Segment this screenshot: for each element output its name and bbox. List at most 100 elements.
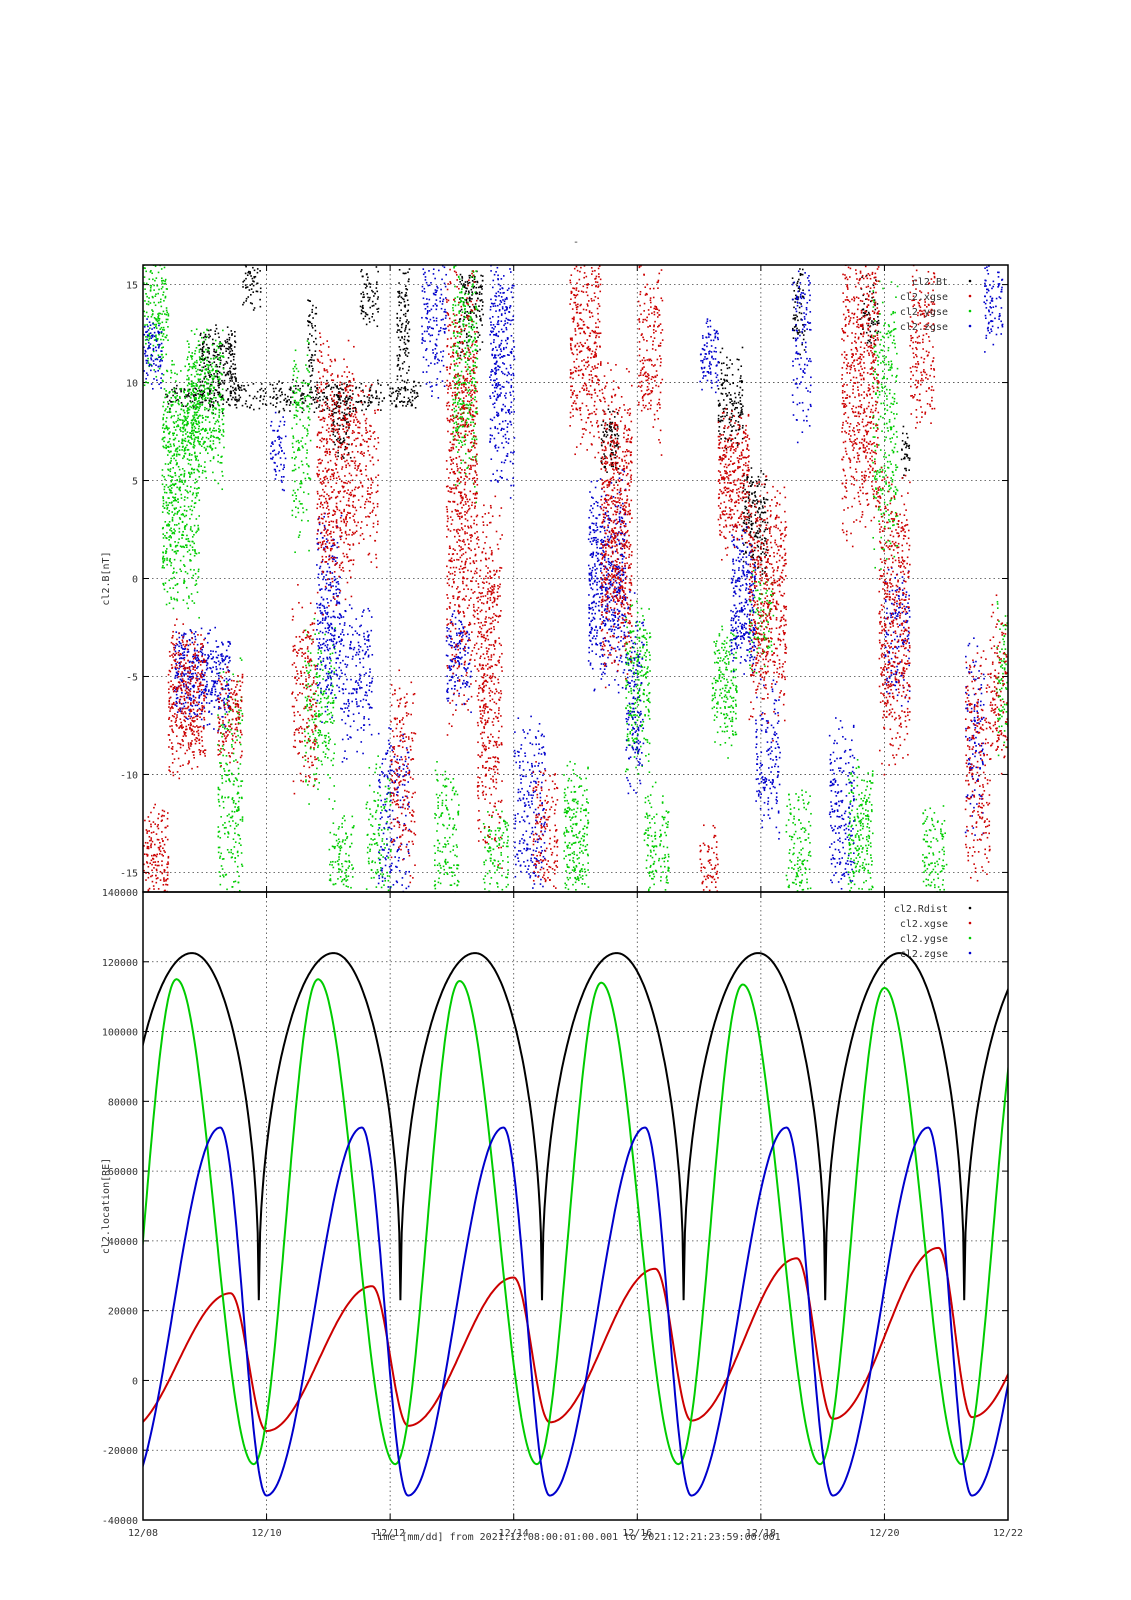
- scatter-point: [183, 579, 185, 581]
- scatter-point: [193, 487, 196, 490]
- scatter-point: [627, 661, 629, 664]
- scatter-point: [442, 846, 445, 848]
- scatter-point: [193, 441, 195, 444]
- scatter-point: [198, 356, 201, 358]
- scatter-point: [191, 358, 193, 360]
- scatter-point: [307, 369, 309, 372]
- y-tick-label: 5: [132, 477, 138, 488]
- scatter-point: [294, 551, 296, 554]
- scatter-point: [315, 773, 318, 775]
- scatter-point: [416, 392, 419, 395]
- scatter-point: [450, 871, 453, 873]
- scatter-point: [489, 860, 492, 862]
- scatter-point: [260, 387, 263, 390]
- scatter-point: [184, 525, 187, 527]
- scatter-point: [865, 310, 868, 312]
- scatter-point: [183, 526, 186, 529]
- scatter-point: [313, 740, 315, 743]
- scatter-point: [276, 402, 278, 404]
- scatter-point: [481, 288, 483, 290]
- scatter-point: [308, 664, 311, 667]
- scatter-point: [213, 392, 216, 395]
- scatter-point: [457, 380, 460, 382]
- scatter-point: [308, 671, 310, 674]
- scatter-point: [637, 716, 640, 718]
- scatter-point: [239, 897, 241, 899]
- scatter-point: [187, 491, 189, 494]
- scatter-point: [249, 272, 251, 275]
- scatter-point: [192, 404, 195, 406]
- scatter-point: [292, 446, 294, 448]
- scatter-point: [479, 300, 482, 302]
- scatter-point: [180, 408, 183, 411]
- scatter-point: [472, 436, 475, 438]
- scatter-point: [223, 446, 225, 449]
- scatter-point: [631, 729, 633, 731]
- scatter-point: [317, 744, 320, 747]
- scatter-point: [191, 429, 193, 432]
- scatter-point: [797, 331, 800, 334]
- scatter-point: [211, 344, 214, 346]
- scatter-point: [156, 343, 159, 346]
- scatter-point: [471, 260, 473, 262]
- scatter-point: [629, 731, 632, 733]
- scatter-point: [903, 474, 905, 476]
- scatter-point: [630, 630, 632, 633]
- scatter-point: [396, 397, 398, 399]
- scatter-point: [193, 445, 196, 447]
- scatter-point: [222, 368, 225, 370]
- scatter-point: [459, 281, 461, 283]
- scatter-point: [230, 344, 233, 347]
- scatter-point: [748, 519, 750, 522]
- scatter-point: [452, 818, 455, 820]
- scatter-point: [278, 380, 280, 383]
- scatter-point: [177, 424, 179, 426]
- scatter-point: [412, 385, 415, 388]
- scatter-point: [295, 498, 297, 500]
- scatter-point: [760, 501, 762, 504]
- scatter-point: [159, 328, 162, 330]
- scatter-point: [456, 433, 459, 435]
- scatter-point: [204, 406, 206, 409]
- scatter-point: [193, 402, 196, 404]
- scatter-point: [440, 814, 442, 816]
- scatter-point: [369, 850, 371, 853]
- scatter-point: [904, 453, 906, 456]
- scatter-point: [194, 397, 197, 399]
- scatter-point: [328, 672, 331, 674]
- scatter-point: [407, 321, 410, 323]
- scatter-point: [626, 651, 629, 654]
- scatter-point: [341, 862, 343, 865]
- scatter-point: [177, 402, 180, 405]
- scatter-point: [341, 870, 343, 873]
- scatter-point: [625, 620, 628, 623]
- scatter-point: [197, 486, 200, 489]
- scatter-point: [610, 465, 613, 468]
- scatter-point: [168, 602, 171, 604]
- scatter-point: [371, 289, 373, 292]
- scatter-point: [300, 440, 302, 442]
- scatter-point: [295, 456, 297, 458]
- scatter-point: [603, 435, 605, 437]
- scatter-point: [224, 713, 227, 715]
- scatter-point: [487, 843, 490, 845]
- scatter-point: [569, 807, 571, 810]
- scatter-point: [324, 741, 327, 744]
- scatter-point: [332, 433, 335, 436]
- scatter-point: [190, 422, 193, 424]
- scatter-point: [350, 833, 352, 836]
- scatter-point: [461, 277, 464, 279]
- scatter-point: [151, 309, 153, 311]
- scatter-point: [178, 468, 181, 471]
- scatter-point: [198, 616, 200, 619]
- scatter-point: [308, 383, 310, 385]
- scatter-point: [183, 509, 186, 512]
- scatter-point: [304, 730, 306, 733]
- scatter-point: [450, 781, 452, 784]
- scatter-point: [192, 387, 195, 390]
- scatter-point: [375, 287, 378, 289]
- scatter-point: [163, 388, 166, 390]
- scatter-point: [160, 268, 163, 270]
- scatter-point: [232, 799, 235, 802]
- scatter-point: [321, 693, 324, 696]
